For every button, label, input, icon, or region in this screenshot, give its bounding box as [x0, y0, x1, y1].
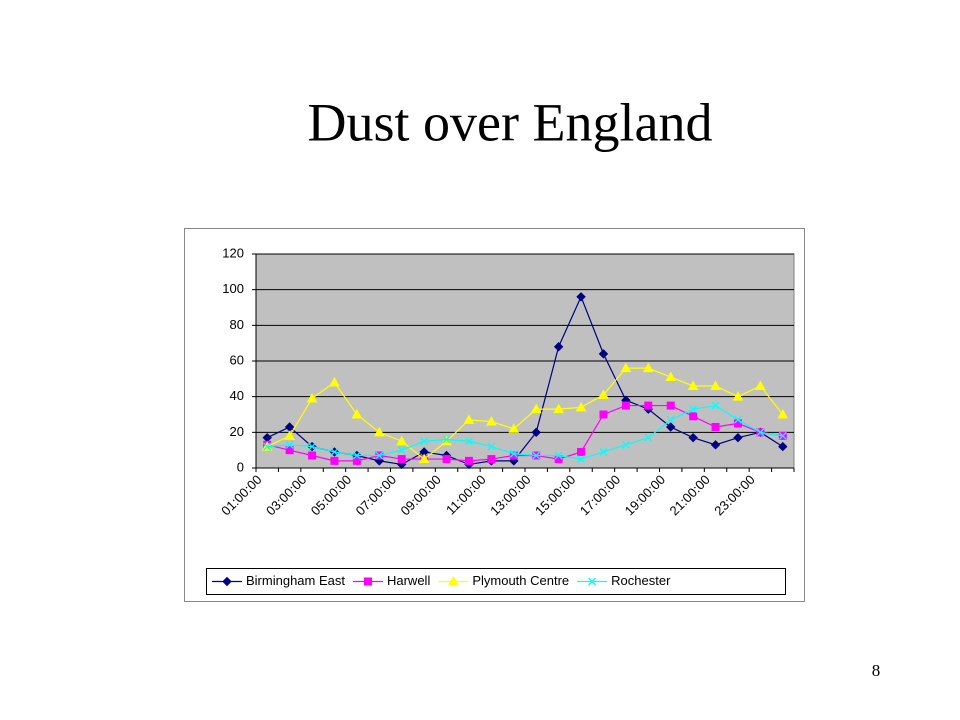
marker — [284, 430, 295, 440]
marker — [554, 451, 563, 460]
marker — [363, 577, 372, 586]
marker — [530, 403, 542, 414]
marker — [621, 401, 630, 410]
marker — [575, 401, 587, 412]
marker — [553, 403, 564, 414]
marker — [733, 415, 742, 424]
legend-label: Harwell — [387, 573, 430, 588]
marker — [375, 451, 384, 460]
marker — [598, 389, 609, 399]
marker — [487, 442, 496, 451]
marker — [532, 451, 541, 460]
marker — [308, 451, 317, 460]
marker — [711, 422, 720, 431]
marker — [577, 455, 586, 464]
marker — [688, 432, 698, 443]
marker — [487, 455, 496, 464]
marker — [285, 440, 294, 449]
marker — [441, 435, 452, 446]
marker — [666, 415, 675, 424]
marker — [508, 423, 520, 433]
marker — [710, 440, 721, 450]
marker — [222, 576, 232, 587]
marker — [263, 442, 272, 451]
legend-box — [206, 568, 786, 595]
marker — [689, 405, 698, 414]
marker — [710, 380, 721, 390]
marker — [531, 427, 541, 438]
y-tick-label: 20 — [230, 424, 244, 439]
marker — [576, 292, 586, 302]
legend-label: Plymouth Centre — [472, 573, 569, 588]
marker — [755, 380, 766, 390]
marker — [732, 391, 744, 401]
legend-label: Rochester — [611, 573, 671, 588]
marker — [329, 376, 340, 387]
marker — [330, 447, 339, 456]
marker — [711, 401, 720, 410]
marker — [330, 456, 339, 465]
marker — [756, 428, 765, 437]
marker — [644, 433, 653, 442]
series-line — [267, 404, 783, 460]
y-tick-label: 80 — [230, 317, 244, 332]
marker — [621, 440, 630, 449]
marker — [351, 408, 363, 419]
marker — [373, 426, 385, 437]
marker — [687, 380, 699, 390]
marker — [666, 401, 675, 410]
marker — [778, 431, 787, 440]
marker — [442, 455, 451, 464]
marker — [644, 401, 653, 410]
marker — [464, 456, 473, 465]
y-tick-label: 120 — [222, 245, 244, 260]
marker — [642, 362, 654, 373]
marker — [509, 451, 518, 460]
y-tick-label: 60 — [230, 352, 244, 367]
marker — [689, 412, 698, 421]
marker — [598, 349, 609, 359]
legend-label: Birmingham East — [246, 573, 345, 588]
marker — [599, 447, 608, 456]
marker — [620, 362, 632, 373]
marker — [464, 437, 473, 446]
marker — [352, 451, 361, 460]
marker — [665, 371, 677, 382]
marker — [463, 414, 475, 424]
marker — [509, 449, 518, 458]
marker — [777, 408, 789, 419]
marker — [397, 446, 406, 455]
marker — [285, 446, 294, 455]
marker — [442, 435, 451, 444]
marker — [553, 342, 564, 352]
y-tick-label: 40 — [230, 388, 244, 403]
page-number: 8 — [872, 661, 881, 680]
marker — [308, 442, 317, 451]
marker — [599, 410, 608, 419]
marker — [778, 441, 788, 452]
marker — [396, 435, 408, 446]
marker — [577, 447, 586, 456]
marker — [397, 455, 406, 464]
marker — [352, 456, 361, 465]
slide-title: Dust over England — [308, 92, 713, 152]
y-tick-label: 0 — [237, 459, 244, 474]
marker — [418, 453, 430, 464]
marker — [666, 422, 676, 432]
series-line — [266, 367, 784, 460]
marker — [733, 432, 743, 443]
marker — [486, 416, 497, 426]
marker — [554, 455, 563, 464]
marker — [588, 577, 597, 586]
marker — [420, 437, 429, 446]
marker — [447, 575, 459, 586]
y-tick-label: 100 — [222, 281, 244, 296]
marker — [306, 392, 318, 403]
